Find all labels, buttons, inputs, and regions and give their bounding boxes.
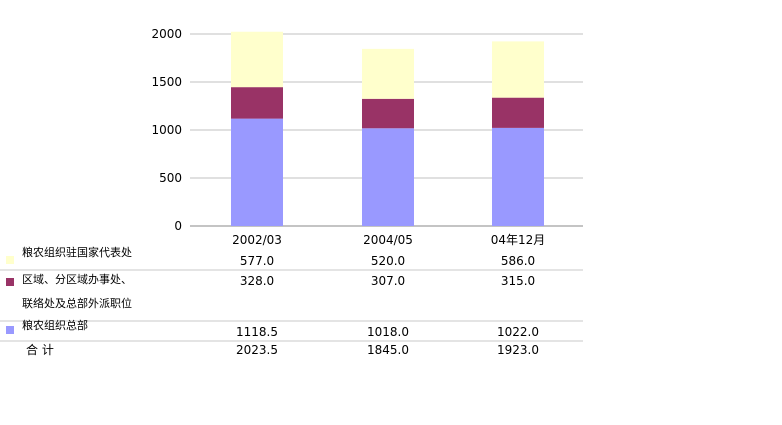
bar-segment [492, 41, 544, 98]
data-table-value: 586.0 [501, 254, 535, 268]
data-table-value: 1022.0 [497, 325, 539, 339]
data-table-value: 1018.0 [367, 325, 409, 339]
total-value: 1923.0 [497, 343, 539, 357]
legend-swatch [6, 256, 14, 264]
total-value: 2023.5 [236, 343, 278, 357]
data-table-value: 315.0 [501, 274, 535, 288]
legend-label: 区域、分区域办事处、 [22, 273, 132, 286]
x-tick-label: 2002/03 [232, 233, 282, 247]
y-tick-label: 1000 [151, 123, 182, 137]
total-value: 1845.0 [367, 343, 409, 357]
bars [231, 31, 544, 226]
data-table-value: 1118.5 [236, 325, 278, 339]
bar-segment [362, 128, 414, 226]
bar-segment [231, 87, 283, 119]
y-tick-label: 0 [174, 219, 182, 233]
legend-swatch [6, 278, 14, 286]
bar-segment [492, 97, 544, 128]
bar-segment [231, 31, 283, 88]
legend-label: 粮农组织驻国家代表处 [22, 245, 132, 259]
y-tick-label: 1500 [151, 75, 182, 89]
bar-segment [231, 118, 283, 226]
x-tick-label: 04年12月 [491, 233, 546, 247]
totals-label: 合 计 [26, 342, 54, 357]
y-tick-label: 2000 [151, 27, 182, 41]
bar-segment [362, 98, 414, 129]
y-tick-label: 500 [159, 171, 182, 185]
data-table-value: 577.0 [240, 254, 274, 268]
y-axis-tick-labels: 0 500 1000 1500 2000 [151, 27, 182, 233]
data-table-value: 328.0 [240, 274, 274, 288]
data-table-value: 307.0 [371, 274, 405, 288]
x-axis-category-labels: 2002/03 2004/05 04年12月 [232, 233, 545, 247]
bar-segment [492, 127, 544, 226]
data-table-value: 520.0 [371, 254, 405, 268]
bar-segment [362, 48, 414, 99]
x-tick-label: 2004/05 [363, 233, 413, 247]
data-table: 粮农组织驻国家代表处 577.0 520.0 586.0 区域、分区域办事处、联络处及总… [0, 245, 583, 357]
legend-label: 粮农组织总部 [22, 318, 88, 332]
legend-swatch [6, 326, 14, 334]
legend-label: 联络处及总部外派职位 [22, 296, 132, 310]
